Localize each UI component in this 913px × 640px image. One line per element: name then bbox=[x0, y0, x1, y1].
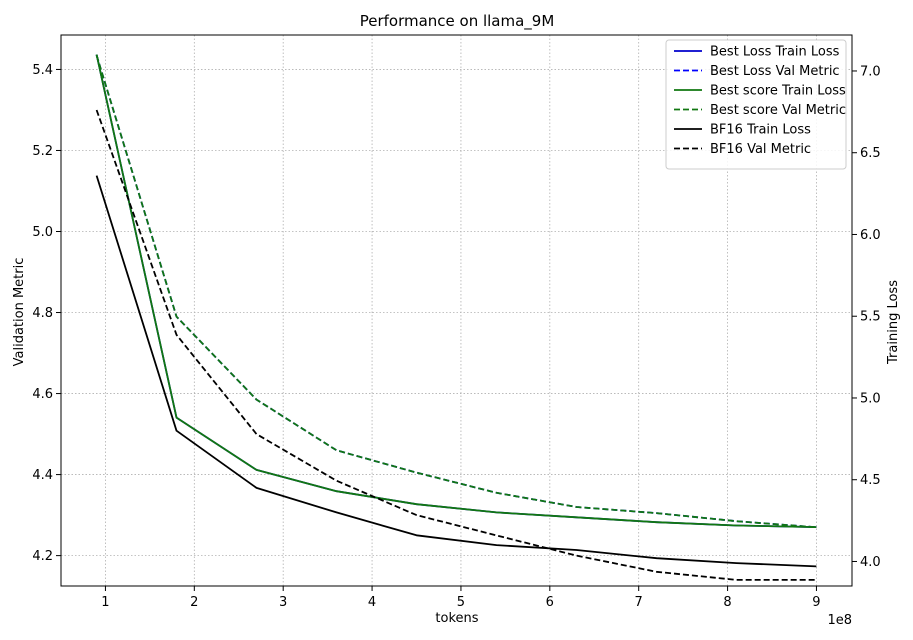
legend-box bbox=[665, 39, 847, 170]
y-right-tick-label: 4.0 bbox=[860, 555, 881, 570]
series-layer bbox=[95, 54, 817, 581]
y-left-tick-label: 4.2 bbox=[32, 549, 53, 564]
x-tick-label: 3 bbox=[279, 595, 287, 610]
plot-frame bbox=[60, 34, 853, 587]
y-right-axis: 4.0 4.5 5.0 5.5 6.0 6.5 7.0 bbox=[852, 64, 881, 570]
x-tick-label: 8 bbox=[723, 595, 731, 610]
x-axis-offset-label: 1e8 bbox=[827, 613, 852, 628]
legend-entry-label: Best score Train Loss bbox=[710, 84, 846, 99]
series-line-bf16-val-metric bbox=[95, 109, 817, 581]
y-right-tick-label: 5.5 bbox=[860, 310, 881, 325]
x-tick-label: 1 bbox=[101, 595, 109, 610]
legend-entry-label: BF16 Train Loss bbox=[710, 123, 811, 138]
x-tick-label: 4 bbox=[368, 595, 376, 610]
y-right-tick-label: 4.5 bbox=[860, 473, 881, 488]
y-left-axis-label: Validation Metric bbox=[12, 258, 27, 367]
y-left-tick-label: 4.6 bbox=[32, 387, 53, 402]
legend-entry-label: Best Loss Val Metric bbox=[710, 64, 840, 79]
legend-entry-label: Best Loss Train Loss bbox=[710, 45, 840, 60]
x-axis: 1 2 3 4 5 6 7 8 9 bbox=[101, 586, 821, 610]
x-tick-label: 6 bbox=[546, 595, 554, 610]
series-line-best-score-val-metric bbox=[95, 55, 817, 529]
y-left-tick-label: 5.0 bbox=[32, 225, 53, 240]
x-axis-label: tokens bbox=[435, 611, 478, 626]
x-tick-label: 2 bbox=[190, 595, 198, 610]
series-line-best-score-train-loss bbox=[95, 54, 817, 528]
y-right-axis-label: Training Loss bbox=[886, 280, 901, 365]
legend-entry-label: BF16 Val Metric bbox=[710, 142, 811, 157]
x-tick-label: 7 bbox=[635, 595, 643, 610]
chart-title: Performance on llama_9M bbox=[360, 12, 555, 31]
legend: Best Loss Train Loss Best Loss Val Metric… bbox=[665, 39, 847, 170]
y-left-tick-label: 4.8 bbox=[32, 306, 53, 321]
y-right-tick-label: 7.0 bbox=[860, 64, 881, 79]
y-right-tick-label: 6.0 bbox=[860, 228, 881, 243]
series-line-bf16-train-loss bbox=[95, 175, 817, 568]
y-left-axis: 4.2 4.4 4.6 4.8 5.0 5.2 5.4 bbox=[32, 63, 61, 564]
x-tick-label: 9 bbox=[812, 595, 820, 610]
y-left-tick-label: 4.4 bbox=[32, 468, 53, 483]
legend-entry-label: Best score Val Metric bbox=[710, 103, 846, 118]
x-tick-label: 5 bbox=[457, 595, 465, 610]
y-left-tick-label: 5.4 bbox=[32, 63, 53, 78]
y-right-tick-label: 6.5 bbox=[860, 146, 881, 161]
y-left-tick-label: 5.2 bbox=[32, 144, 53, 159]
y-right-tick-label: 5.0 bbox=[860, 391, 881, 406]
